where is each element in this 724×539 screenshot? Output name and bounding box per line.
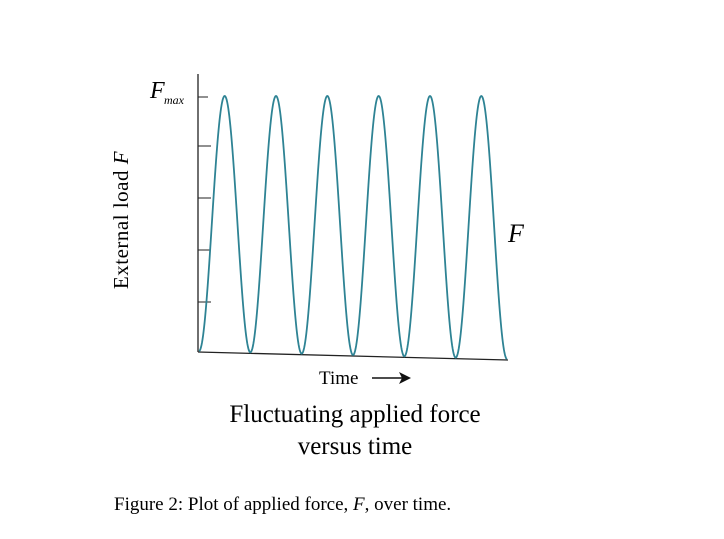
series-line-F — [198, 94, 508, 360]
y-tick-label-fmax: F — [149, 78, 165, 104]
arrow-right-icon — [372, 372, 411, 384]
series-label-F: F — [507, 219, 525, 248]
x-axis-line — [197, 351, 509, 361]
y-tick-label-fmax-subscript: max — [164, 93, 185, 107]
x-axis-label: Time — [319, 368, 358, 389]
y-axis-label: External load F — [109, 151, 133, 289]
chart-title: Fluctuating applied force — [229, 401, 480, 428]
figure-caption: Figure 2: Plot of applied force, F, over… — [114, 494, 451, 515]
chart-subtitle: versus time — [298, 433, 413, 460]
